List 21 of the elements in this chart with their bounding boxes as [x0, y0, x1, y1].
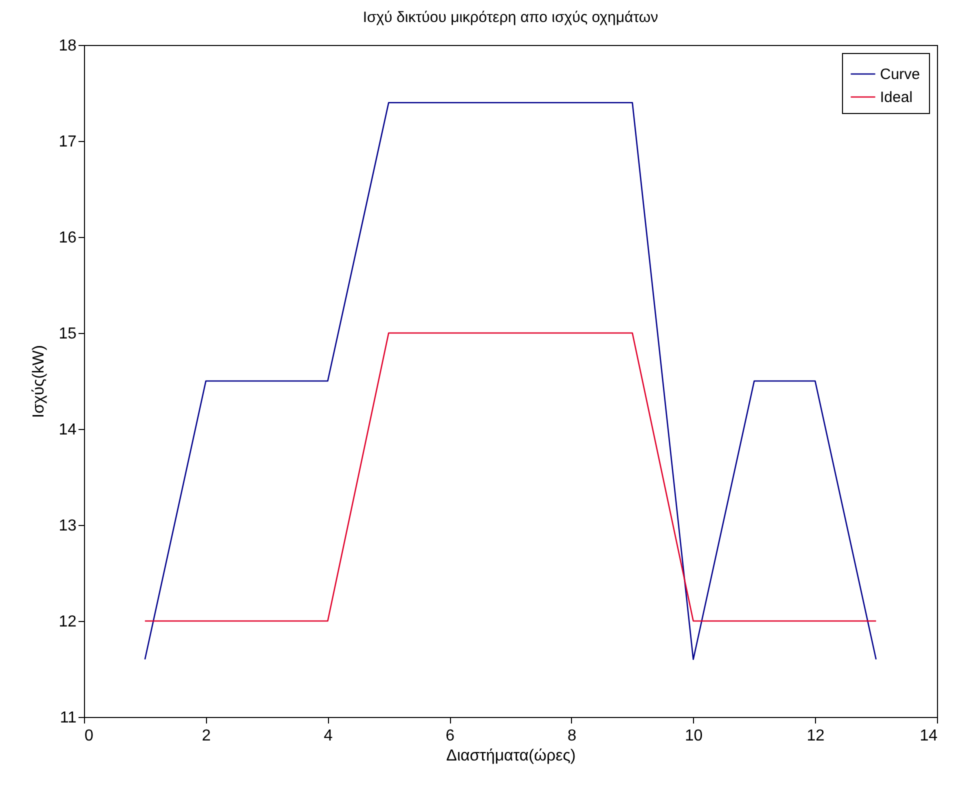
- x-tick-label: 0: [84, 728, 94, 744]
- y-tick-label: 16: [58, 230, 77, 246]
- x-tick-label: 10: [684, 728, 703, 744]
- y-tick-label: 18: [58, 38, 77, 54]
- x-tick-label: 6: [446, 728, 455, 744]
- y-axis-title: Ισχύς(kW): [30, 345, 48, 418]
- x-axis-title: Διαστήματα(ώρες): [446, 748, 576, 764]
- legend-label: Ideal: [880, 89, 913, 106]
- x-tick-label: 12: [806, 728, 825, 744]
- x-tick-label: 8: [567, 728, 576, 744]
- x-tick-label: 4: [324, 728, 333, 744]
- y-tick-label: 12: [58, 614, 77, 630]
- y-tick-label: 14: [58, 422, 77, 438]
- y-tick-label: 15: [58, 326, 77, 342]
- y-tick-label: 11: [60, 710, 77, 726]
- x-tick-label: 14: [920, 728, 938, 744]
- x-tick-label: 2: [202, 728, 211, 744]
- legend-label: Curve: [880, 66, 920, 83]
- y-tick-label: 17: [58, 134, 77, 150]
- chart-title: Ισχύ δικτύου μικρότερη απο ισχύς οχημάτων: [362, 9, 658, 26]
- y-tick-label: 13: [58, 518, 77, 534]
